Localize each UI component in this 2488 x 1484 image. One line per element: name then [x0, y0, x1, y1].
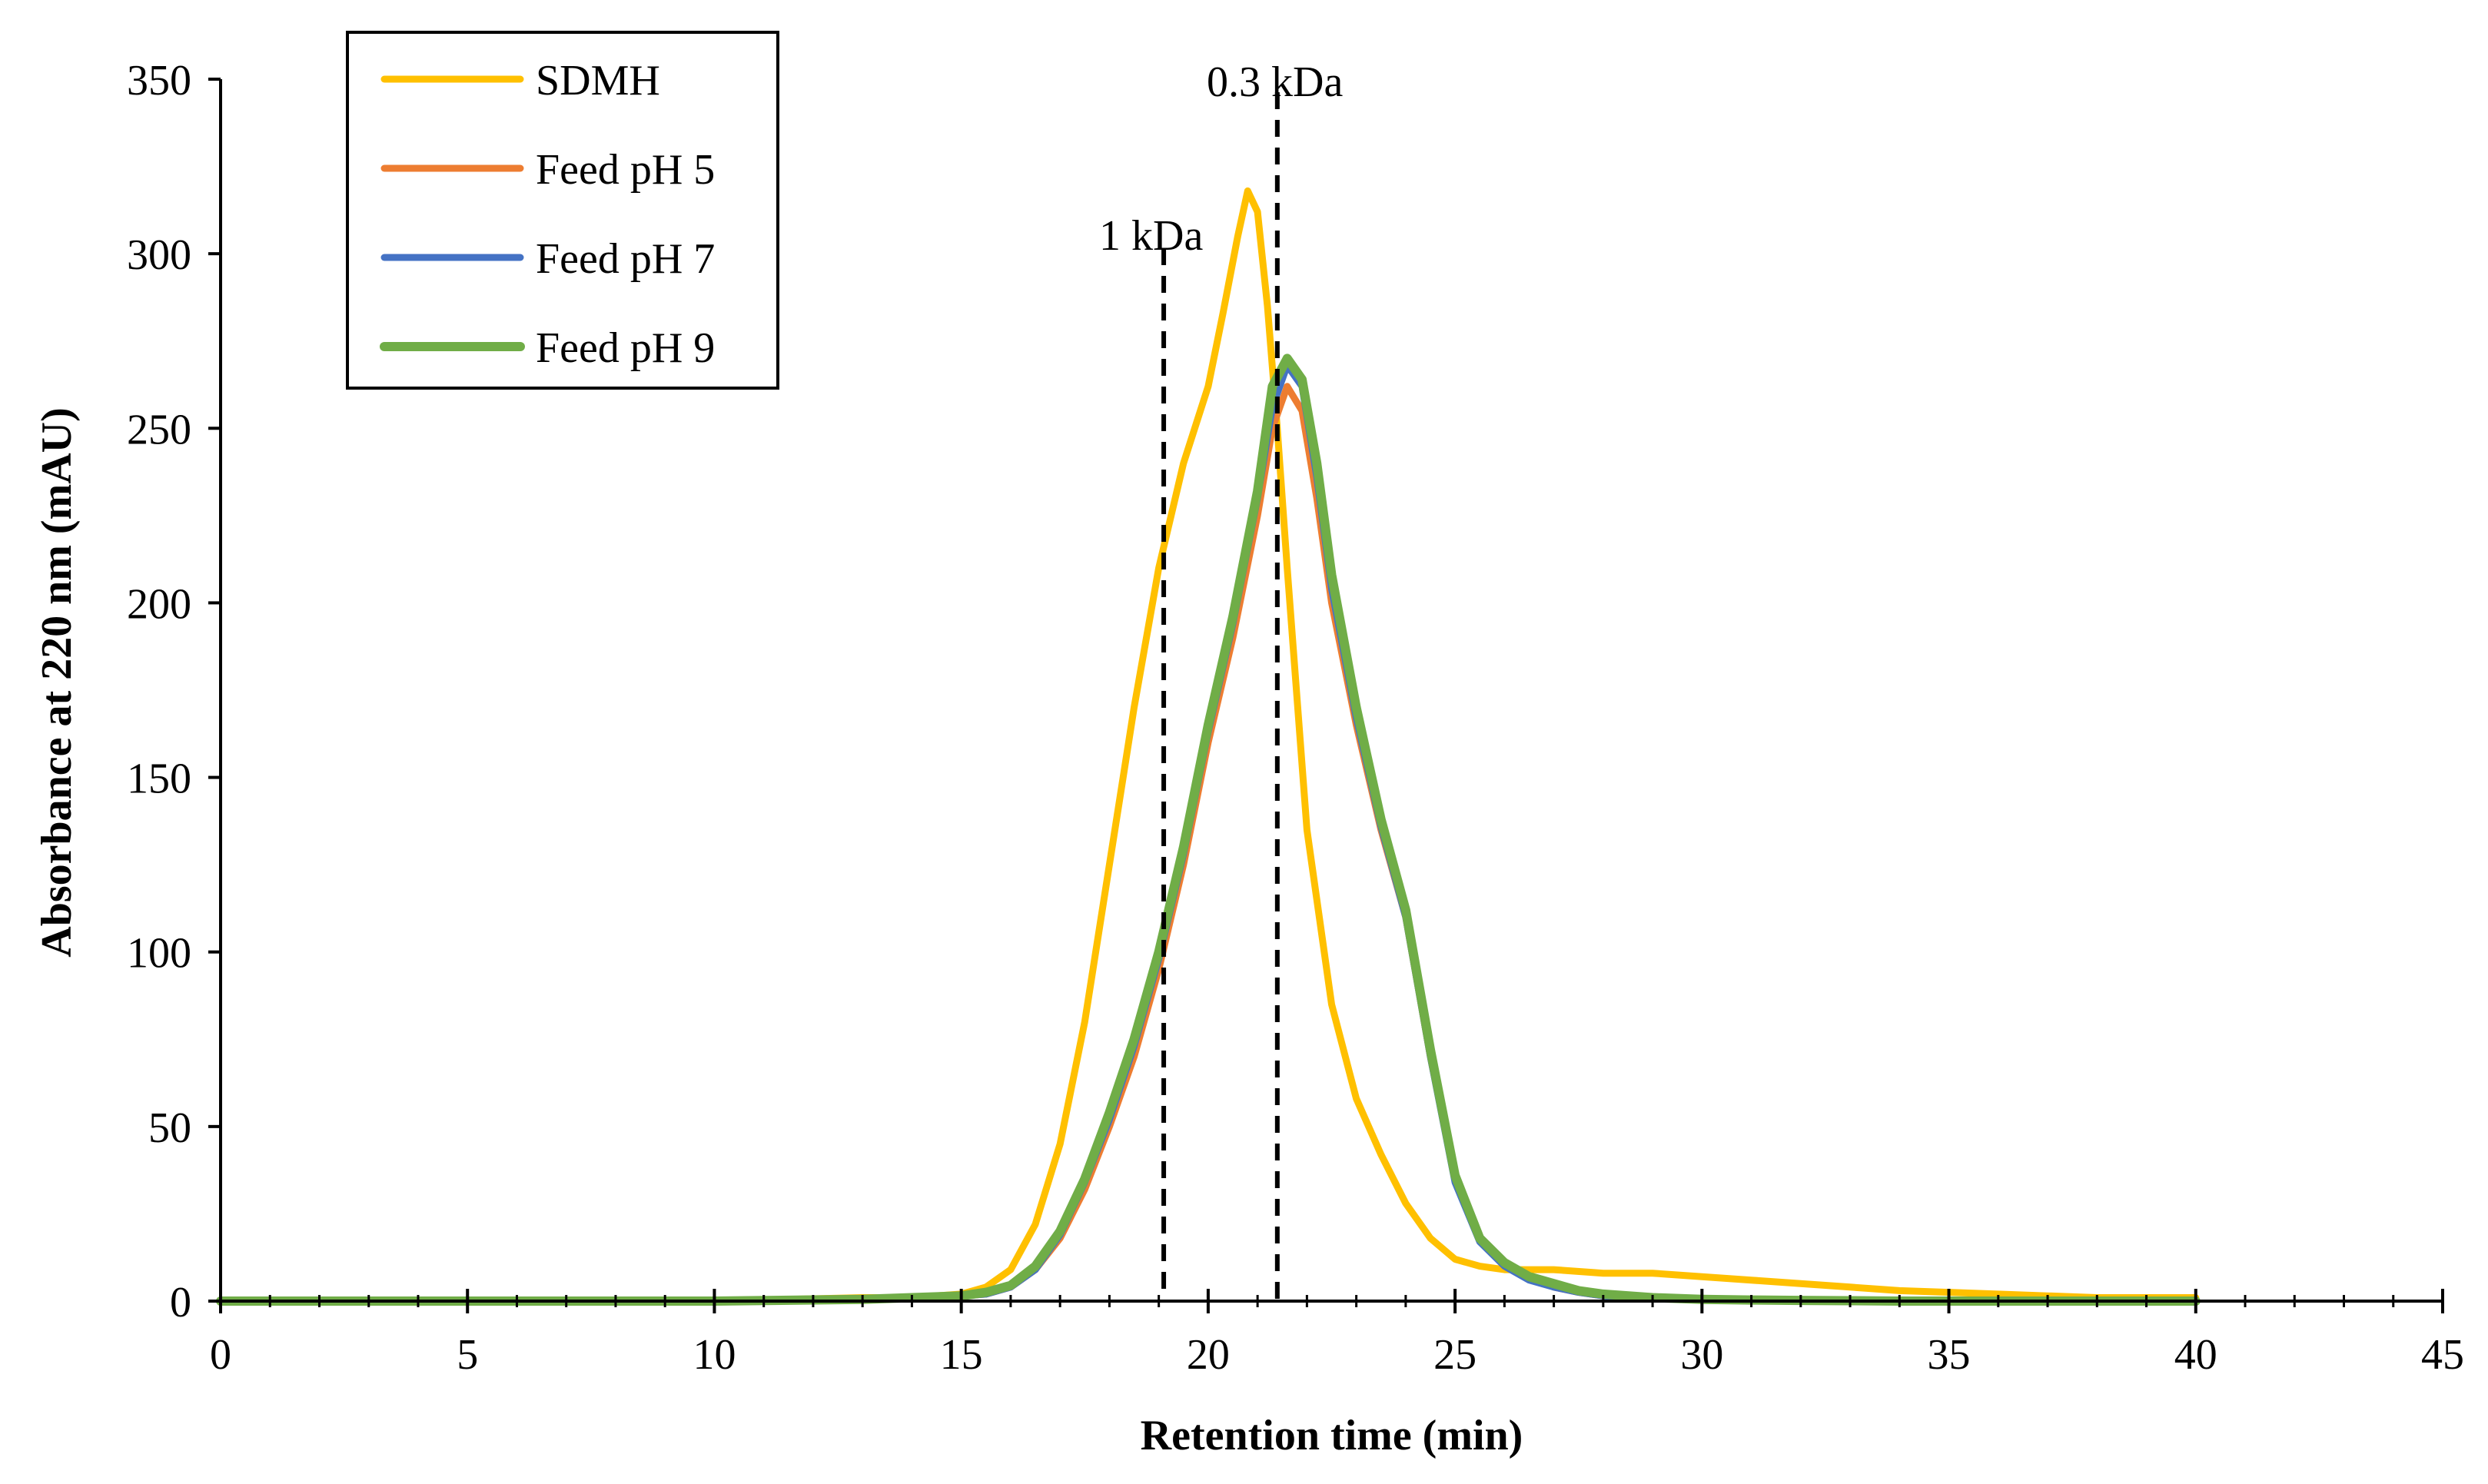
- y-tick-label: 0: [170, 1279, 191, 1326]
- legend-label-feed-ph-7: Feed pH 7: [536, 235, 715, 283]
- x-tick-label: 10: [693, 1331, 736, 1379]
- x-tick-label: 0: [210, 1331, 231, 1379]
- y-tick-label: 50: [148, 1104, 191, 1152]
- y-axis-title: Absorbance at 220 nm (mAU): [33, 407, 81, 958]
- y-tick-label: 350: [127, 57, 191, 105]
- y-tick-label: 300: [127, 231, 191, 279]
- x-tick-label: 25: [1433, 1331, 1477, 1379]
- y-tick-label: 250: [127, 406, 191, 453]
- x-axis-title: Retention time (min): [1141, 1412, 1523, 1459]
- x-tick-label: 15: [940, 1331, 983, 1379]
- annotation-lines: 1 kDa 0.3 kDa: [1099, 58, 1343, 1301]
- legend-label-sdmh: SDMH: [536, 57, 660, 105]
- x-tick-label: 35: [1928, 1331, 1971, 1379]
- x-tick-label: 45: [2421, 1331, 2464, 1379]
- legend: SDMH Feed pH 5 Feed pH 7 Feed pH 9: [346, 31, 779, 390]
- annotation-label-03-kda: 0.3 kDa: [1207, 58, 1343, 106]
- y-tick-label: 150: [127, 755, 191, 803]
- axes: 0 5 10 15 20 25 30 35 40 45 0 50 100 150 200 250 300 350: [127, 57, 2464, 1379]
- legend-box: [346, 31, 779, 390]
- legend-label-feed-ph-5: Feed pH 5: [536, 146, 715, 194]
- series-line-sdmh: [217, 187, 2200, 1305]
- annotation-label-1-kda: 1 kDa: [1099, 212, 1203, 260]
- y-tick-label: 200: [127, 580, 191, 628]
- x-tick-label: 5: [457, 1331, 478, 1379]
- x-tick-label: 20: [1187, 1331, 1230, 1379]
- y-tick-label: 100: [127, 930, 191, 978]
- legend-label-feed-ph-9: Feed pH 9: [536, 324, 715, 372]
- x-tick-label: 40: [2174, 1331, 2217, 1379]
- x-tick-label: 30: [1680, 1331, 1723, 1379]
